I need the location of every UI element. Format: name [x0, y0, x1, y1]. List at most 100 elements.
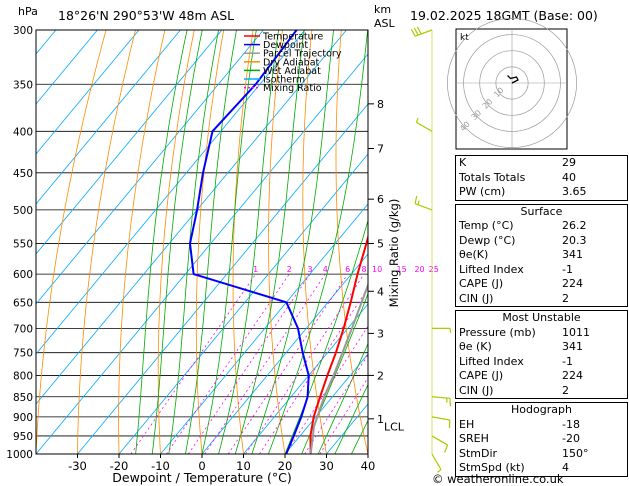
- index-row: θe (K) 341: [456, 340, 627, 355]
- index-label: CAPE (J): [459, 369, 504, 382]
- dewpoint-curve: [189, 30, 310, 454]
- temp-tick-label: 0: [198, 459, 205, 473]
- index-label: Totals Totals: [459, 170, 526, 184]
- pressure-tick-label: 500: [13, 205, 33, 217]
- legend-item: Parcel Trajectory: [263, 49, 342, 60]
- pressure-tick-label: 600: [13, 269, 33, 281]
- index-value: 29: [562, 156, 576, 169]
- section-title: Surface: [520, 204, 563, 218]
- isotherm-line: [243, 303, 368, 454]
- index-row: θe(K) 341: [456, 248, 627, 263]
- index-value: 224: [562, 369, 583, 382]
- indices-panel: K 29 Totals Totals 40 PW (cm) 3.65 Surface Tem…: [455, 155, 628, 480]
- mixing-ratio-label: 2: [287, 265, 292, 274]
- wind-barb: [431, 416, 451, 429]
- temp-tick-label: 20: [278, 459, 293, 473]
- index-value: 2: [562, 291, 569, 305]
- index-value: 2: [562, 383, 569, 397]
- mixing-ratio-line: [227, 273, 348, 454]
- isotherm-line: [36, 30, 140, 155]
- wet-adiabat-line: [268, 30, 368, 454]
- legend-item: Dry Adiabat: [263, 57, 320, 68]
- pressure-tick-label: 400: [13, 126, 33, 138]
- dry-adiabat-line: [268, 30, 286, 454]
- mixing-ratio-axis-label: Mixing Ratio (g/kg): [387, 199, 401, 308]
- isotherm-line: [160, 203, 368, 454]
- km-tick-label: 5: [377, 237, 384, 250]
- pressure-tick-label: 550: [13, 238, 33, 250]
- wind-barb: [431, 435, 449, 453]
- grid-lines: [36, 30, 451, 454]
- km-tick-label: 1: [377, 413, 384, 426]
- index-value: 4: [562, 461, 569, 474]
- index-label: θe (K): [459, 340, 492, 353]
- index-value: -1: [562, 262, 573, 276]
- index-label: K: [459, 156, 467, 169]
- index-label: θe(K): [459, 248, 489, 261]
- pressure-tick-label: 850: [13, 392, 33, 404]
- wet-adiabat-line: [334, 383, 368, 454]
- wind-barb: [432, 327, 452, 333]
- pressure-tick-label: 750: [13, 348, 33, 360]
- temp-tick-label: -10: [151, 459, 170, 473]
- isotherm-line: [36, 30, 223, 255]
- wet-adiabat-line: [201, 30, 257, 454]
- wind-barb: [410, 26, 433, 37]
- mixing-ratio-line: [245, 273, 365, 454]
- dry-adiabat-line: [232, 30, 254, 454]
- index-label: Pressure (mb): [459, 325, 536, 339]
- temperature-curve: [309, 233, 368, 454]
- dry-adiabat-line: [118, 30, 166, 454]
- most-unstable-section: Most Unstable Pressure (mb) 1011 θe (K) 341 L…: [455, 310, 628, 399]
- index-row: CAPE (J) 224: [456, 277, 627, 292]
- pressure-tick-label: 950: [13, 431, 33, 443]
- pressure-tick-label: 700: [13, 323, 33, 335]
- index-value: 341: [562, 340, 583, 353]
- km-tick-label: 2: [377, 369, 384, 382]
- mixing-ratio-label: 10: [372, 265, 382, 274]
- km-tick-label: 7: [377, 142, 384, 155]
- mixing-ratio-line: [304, 354, 368, 454]
- wind-barb: [415, 117, 433, 132]
- legend-item: Isotherm: [263, 75, 305, 86]
- legend-item: Wet Adiabat: [263, 66, 321, 77]
- section-title: Most Unstable: [502, 311, 581, 324]
- dry-adiabat-line: [399, 30, 451, 454]
- pressure-tick-label: 350: [13, 79, 33, 91]
- pressure-tick-label: 1000: [6, 449, 33, 461]
- index-label: Lifted Index: [459, 262, 524, 276]
- index-value: 224: [562, 277, 583, 290]
- pressure-tick-label: 800: [13, 370, 33, 382]
- index-row: CIN (J) 2: [456, 384, 627, 399]
- isotherm-line: [36, 30, 264, 305]
- mixing-ratio-label: 15: [397, 265, 407, 274]
- hodograph-trace: [507, 75, 519, 84]
- mixing-ratio-line: [319, 377, 368, 454]
- legend-item: Mixing Ratio: [263, 83, 322, 94]
- lcl-label: LCL: [384, 421, 405, 434]
- pressure-tick-label: 300: [13, 25, 33, 37]
- km-label: km: [374, 3, 391, 16]
- temp-tick-label: -20: [110, 459, 129, 473]
- km-tick-label: 3: [377, 327, 384, 340]
- wet-adiabat-line: [301, 292, 368, 454]
- index-row: StmDir 150°: [456, 447, 627, 462]
- index-label: StmDir: [459, 446, 498, 460]
- index-row: PW (cm) 3.65: [456, 185, 627, 200]
- sounding-curves: [189, 30, 368, 454]
- index-row: Temp (°C) 26.2: [456, 219, 627, 234]
- legend-item: Dewpoint: [263, 40, 308, 51]
- index-label: Dewp (°C): [459, 233, 516, 247]
- copyright-footer: © weatheronline.co.uk: [432, 472, 564, 486]
- wet-adiabat-line: [234, 30, 305, 454]
- mixing-ratio-line: [285, 325, 368, 454]
- wet-adiabat-line: [185, 30, 237, 454]
- pressure-tick-label: 650: [13, 297, 33, 309]
- mixing-ratio-label: 25: [429, 265, 439, 274]
- index-row: K 29: [456, 156, 627, 171]
- hodograph-section: Hodograph EH -18 SREH -20 StmDir 150° StmSpd (k…: [455, 402, 628, 477]
- wind-barb: [431, 453, 442, 473]
- dry-adiabat-line: [36, 30, 107, 454]
